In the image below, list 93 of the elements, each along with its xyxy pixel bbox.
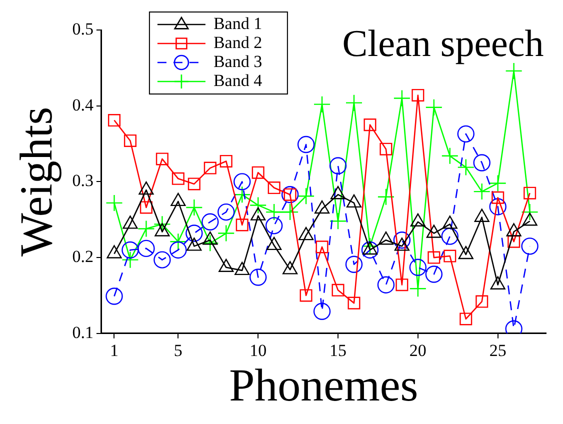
- point: [460, 312, 472, 326]
- point: [409, 258, 427, 276]
- y-tick-label: 0.4: [72, 95, 94, 114]
- point: [425, 98, 443, 116]
- y-tick-label: 0.5: [72, 19, 94, 38]
- point: [106, 288, 123, 305]
- point: [249, 196, 267, 214]
- legend-label: Band 4: [213, 70, 263, 90]
- point: [396, 278, 408, 292]
- point: [188, 178, 200, 190]
- legend-label: Band 2: [213, 32, 262, 52]
- point: [122, 251, 139, 268]
- point: [524, 186, 536, 200]
- x-axis-title: Phonemes: [229, 359, 418, 410]
- point: [268, 182, 280, 194]
- point: [441, 147, 458, 165]
- point: [380, 142, 392, 156]
- point: [218, 203, 235, 221]
- point: [441, 228, 458, 245]
- x-tick-label: 25: [489, 341, 506, 360]
- point: [249, 268, 267, 286]
- point: [140, 201, 152, 214]
- point: [489, 198, 506, 216]
- point: [281, 203, 299, 221]
- point: [364, 118, 376, 132]
- point: [329, 157, 347, 174]
- y-tick-label: 0.3: [72, 171, 94, 190]
- point: [218, 224, 235, 242]
- point: [473, 182, 490, 200]
- chart-title: Clean speech: [342, 22, 544, 65]
- point: [186, 198, 203, 216]
- x-tick-label: 10: [250, 341, 267, 360]
- point: [170, 241, 187, 259]
- legend-label: Band 3: [213, 52, 262, 71]
- point: [361, 238, 379, 255]
- point: [393, 232, 411, 249]
- point: [521, 203, 538, 221]
- point: [377, 276, 395, 294]
- point: [234, 173, 251, 190]
- point: [489, 174, 506, 192]
- point: [428, 251, 440, 264]
- x-tick-label: 15: [330, 341, 347, 360]
- point: [297, 188, 315, 205]
- point: [329, 212, 347, 230]
- point: [409, 280, 427, 298]
- point: [476, 295, 488, 308]
- point: [265, 217, 283, 234]
- point: [265, 203, 283, 221]
- point: [457, 125, 474, 143]
- point: [332, 284, 344, 296]
- point: [138, 240, 155, 258]
- point: [154, 251, 171, 268]
- point: [234, 186, 251, 204]
- point: [172, 172, 184, 185]
- x-tick-label: 1: [110, 341, 118, 360]
- point: [473, 154, 490, 172]
- x-tick-label: 5: [174, 341, 182, 360]
- point: [204, 162, 216, 174]
- legend-label: Band 1: [213, 14, 262, 33]
- point: [252, 166, 264, 179]
- y-tick-label: 0.1: [72, 322, 94, 342]
- point: [492, 191, 504, 204]
- point: [300, 289, 312, 302]
- y-axis-title: Weights: [10, 106, 62, 257]
- point: [377, 188, 395, 206]
- point: [348, 296, 360, 310]
- point: [154, 216, 171, 233]
- point: [106, 194, 123, 212]
- point: [316, 240, 328, 254]
- point: [313, 96, 331, 113]
- point: [444, 250, 456, 262]
- point: [236, 218, 248, 232]
- point: [108, 114, 120, 127]
- x-tick-label: 20: [409, 341, 426, 360]
- point: [124, 134, 136, 147]
- point: [361, 241, 379, 259]
- point: [412, 88, 424, 102]
- point: [345, 94, 363, 112]
- point: [425, 266, 443, 283]
- point: [186, 224, 203, 242]
- point: [170, 233, 187, 250]
- point: [297, 136, 315, 154]
- point: [220, 154, 232, 168]
- y-tick-label: 0.2: [72, 247, 94, 266]
- point: [313, 302, 331, 320]
- point: [122, 241, 139, 259]
- point: [345, 256, 363, 273]
- point: [393, 90, 411, 107]
- point: [156, 152, 168, 166]
- point: [138, 220, 155, 238]
- point: [202, 213, 219, 230]
- point: [457, 158, 474, 176]
- point: [521, 238, 538, 255]
